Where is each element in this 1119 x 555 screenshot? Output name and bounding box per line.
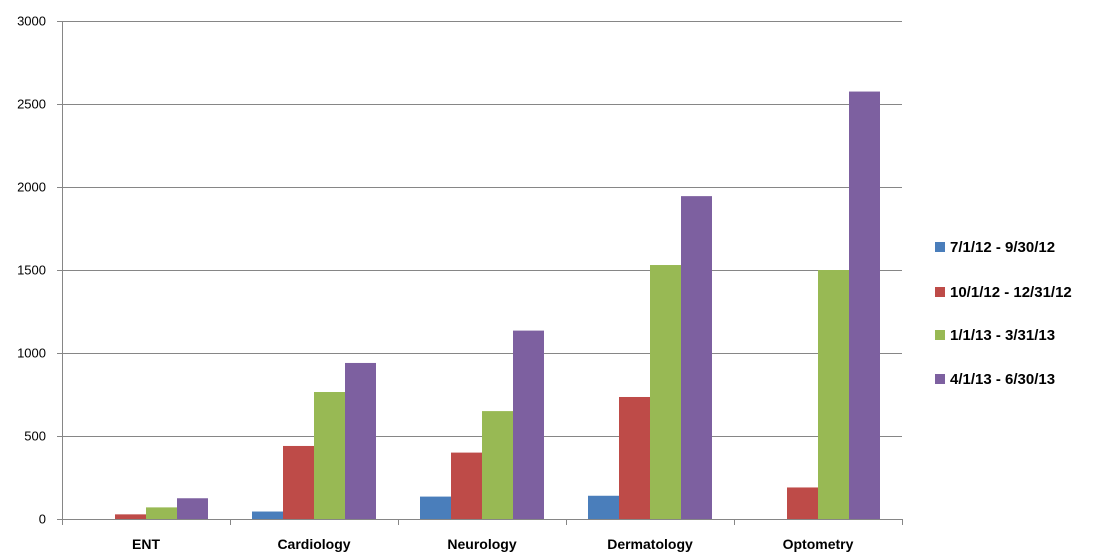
bar-neurology-series-3 bbox=[482, 411, 513, 519]
bar-cardiology-series-2 bbox=[283, 445, 314, 519]
legend-label: 1/1/13 - 3/31/13 bbox=[950, 327, 1055, 344]
bar-ent-series-2 bbox=[115, 514, 146, 519]
legend-swatch bbox=[935, 330, 945, 340]
x-category-label: Cardiology bbox=[277, 536, 350, 552]
x-category-label: Dermatology bbox=[607, 536, 693, 552]
bar-optometry-series-2 bbox=[787, 487, 818, 519]
bar-cardiology-series-3 bbox=[314, 392, 345, 519]
bar-optometry-series-3 bbox=[818, 270, 849, 519]
bar-cardiology-series-1 bbox=[252, 511, 283, 519]
y-tick-label: 1500 bbox=[17, 263, 46, 278]
legend-label: 4/1/13 - 6/30/13 bbox=[950, 371, 1055, 388]
bar-neurology-series-4 bbox=[513, 330, 544, 519]
bar-ent-series-4 bbox=[177, 498, 208, 519]
bar-cardiology-series-4 bbox=[345, 362, 376, 519]
y-axis-ticks: 0 500 1000 1500 2000 2500 3000 bbox=[17, 14, 62, 527]
bar-dermatology-series-1 bbox=[588, 495, 619, 519]
y-tick-label: 2500 bbox=[17, 97, 46, 112]
legend-swatch bbox=[935, 242, 945, 252]
x-category-label: Optometry bbox=[783, 536, 854, 552]
x-category-label: Neurology bbox=[447, 536, 516, 552]
bar-neurology-series-1 bbox=[420, 496, 451, 519]
legend-swatch bbox=[935, 374, 945, 384]
x-axis-categories: ENT Cardiology Neurology Dermatology Optomet… bbox=[132, 536, 854, 552]
bar-dermatology-series-4 bbox=[681, 196, 712, 519]
y-tick-label: 500 bbox=[24, 429, 46, 444]
legend-label: 10/1/12 - 12/31/12 bbox=[950, 284, 1072, 301]
y-tick-label: 1000 bbox=[17, 346, 46, 361]
axes bbox=[62, 21, 903, 525]
bar-optometry-series-4 bbox=[849, 91, 880, 520]
legend-label: 7/1/12 - 9/30/12 bbox=[950, 239, 1055, 256]
bar-dermatology-series-3 bbox=[650, 265, 681, 519]
gridlines bbox=[62, 21, 902, 437]
bar-dermatology-series-2 bbox=[619, 396, 650, 519]
bar-ent-series-3 bbox=[146, 507, 177, 519]
x-category-label: ENT bbox=[132, 536, 160, 552]
y-tick-label: 2000 bbox=[17, 180, 46, 195]
bar-neurology-series-2 bbox=[451, 452, 482, 519]
legend: 7/1/12 - 9/30/12 10/1/12 - 12/31/12 1/1/13… bbox=[935, 239, 1072, 388]
y-tick-label: 0 bbox=[39, 512, 46, 527]
y-tick-label: 3000 bbox=[17, 14, 46, 29]
bars bbox=[115, 91, 880, 520]
legend-swatch bbox=[935, 287, 945, 297]
